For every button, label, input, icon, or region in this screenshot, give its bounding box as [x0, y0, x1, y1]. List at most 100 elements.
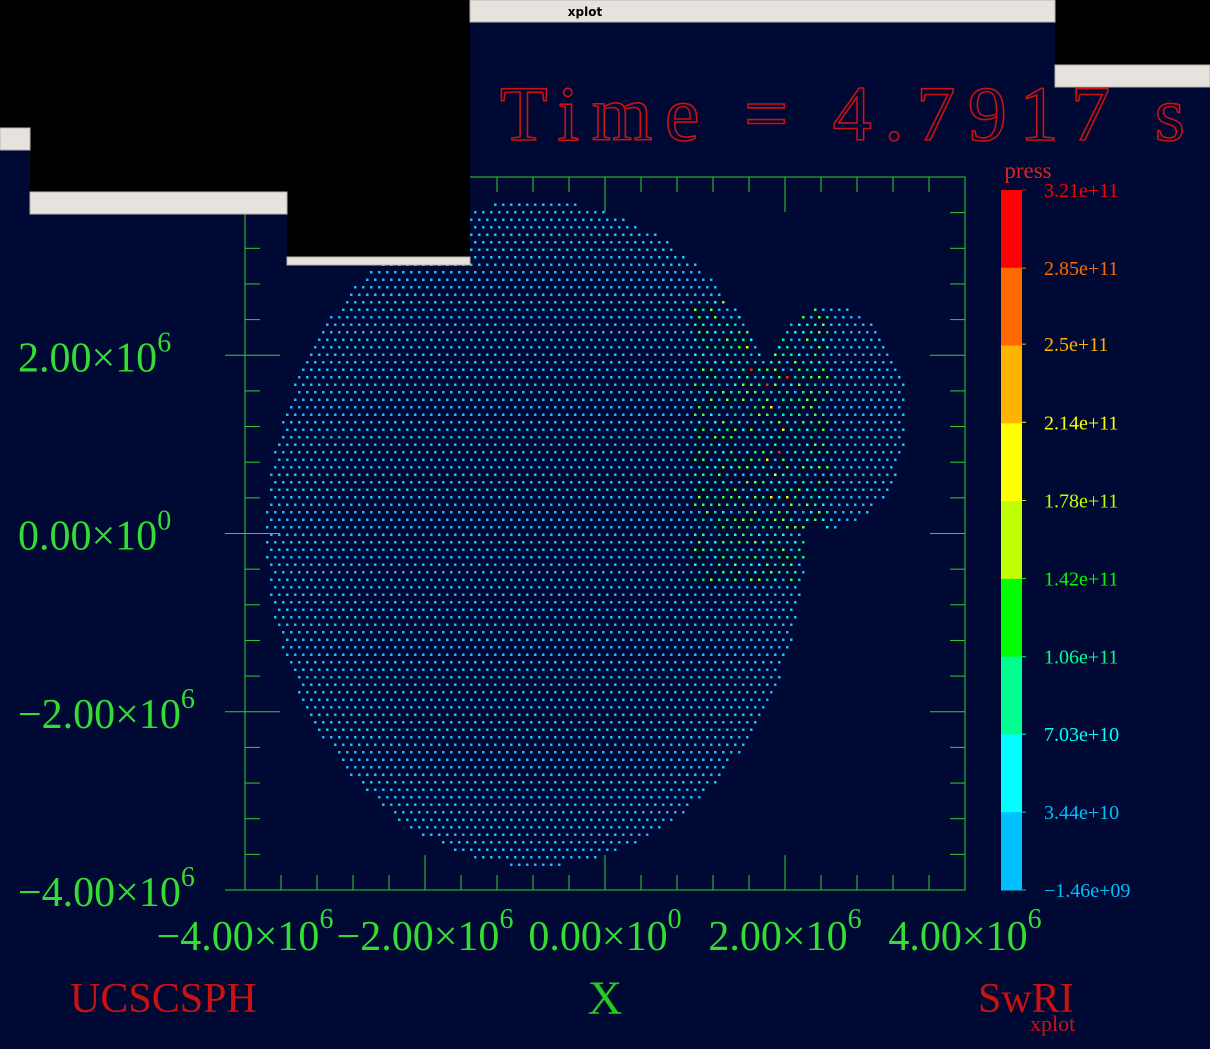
particle: [354, 721, 357, 724]
particle: [498, 691, 501, 694]
particle: [554, 661, 557, 664]
particle: [646, 338, 649, 341]
particle: [422, 563, 425, 566]
particle: [742, 638, 745, 641]
particle: [442, 406, 445, 409]
particle: [610, 361, 613, 364]
particle: [350, 413, 353, 416]
particle: [550, 368, 553, 371]
particle: [510, 698, 513, 701]
particle: [478, 653, 481, 656]
particle: [366, 428, 369, 431]
particle: [550, 743, 553, 746]
particle: [674, 301, 677, 304]
particle: [702, 548, 705, 551]
particle: [902, 413, 905, 416]
particle: [434, 466, 437, 469]
particle: [738, 706, 741, 709]
particle: [670, 578, 673, 581]
particle: [398, 668, 401, 671]
particle: [446, 323, 449, 326]
particle: [346, 631, 349, 634]
particle: [342, 758, 345, 761]
particle: [434, 631, 437, 634]
particle: [670, 308, 673, 311]
particle: [502, 833, 505, 836]
particle: [762, 541, 765, 544]
particle: [290, 601, 293, 604]
particle: [474, 676, 477, 679]
particle: [278, 578, 281, 581]
particle: [594, 691, 597, 694]
particle: [358, 713, 361, 716]
particle: [554, 721, 557, 724]
particle: [534, 413, 537, 416]
particle: [614, 623, 617, 626]
particle: [622, 803, 625, 806]
particle: [302, 623, 305, 626]
particle: [766, 653, 769, 656]
particle: [662, 608, 665, 611]
particle: [498, 496, 501, 499]
particle: [810, 376, 813, 379]
particle: [590, 653, 593, 656]
particle: [542, 638, 545, 641]
particle: [414, 608, 417, 611]
particle: [674, 661, 677, 664]
particle: [694, 398, 697, 401]
particle: [390, 503, 393, 506]
particle: [338, 511, 341, 514]
particle: [278, 458, 281, 461]
particle: [398, 683, 401, 686]
particle: [486, 308, 489, 311]
particle: [410, 691, 413, 694]
particle: [418, 781, 421, 784]
particle: [694, 533, 697, 536]
particle: [538, 646, 541, 649]
particle: [526, 248, 529, 251]
particle: [674, 751, 677, 754]
particle: [342, 338, 345, 341]
particle: [450, 271, 453, 274]
particle: [586, 391, 589, 394]
particle: [366, 308, 369, 311]
particle: [662, 518, 665, 521]
particle: [566, 728, 569, 731]
particle: [610, 586, 613, 589]
particle: [798, 503, 801, 506]
particle: [658, 661, 661, 664]
particle: [586, 556, 589, 559]
particle: [510, 533, 513, 536]
particle: [690, 676, 693, 679]
particle: [470, 518, 473, 521]
particle: [694, 308, 697, 311]
particle: [458, 466, 461, 469]
particle: [506, 391, 509, 394]
particle: [774, 623, 777, 626]
particle: [518, 368, 521, 371]
particle: [422, 278, 425, 281]
particle: [582, 308, 585, 311]
particle: [438, 473, 441, 476]
particle: [838, 368, 841, 371]
particle: [370, 436, 373, 439]
particle: [446, 533, 449, 536]
particle: [586, 256, 589, 259]
particle: [742, 578, 745, 581]
particle: [778, 586, 781, 589]
particle: [762, 706, 765, 709]
particle: [406, 668, 409, 671]
particle: [822, 428, 825, 431]
particle: [742, 728, 745, 731]
particle: [562, 271, 565, 274]
particle: [598, 563, 601, 566]
particle: [642, 391, 645, 394]
particle: [526, 803, 529, 806]
particle: [566, 608, 569, 611]
particle: [542, 683, 545, 686]
particle: [850, 346, 853, 349]
particle: [674, 616, 677, 619]
particle: [590, 803, 593, 806]
particle: [498, 421, 501, 424]
particle: [658, 421, 661, 424]
